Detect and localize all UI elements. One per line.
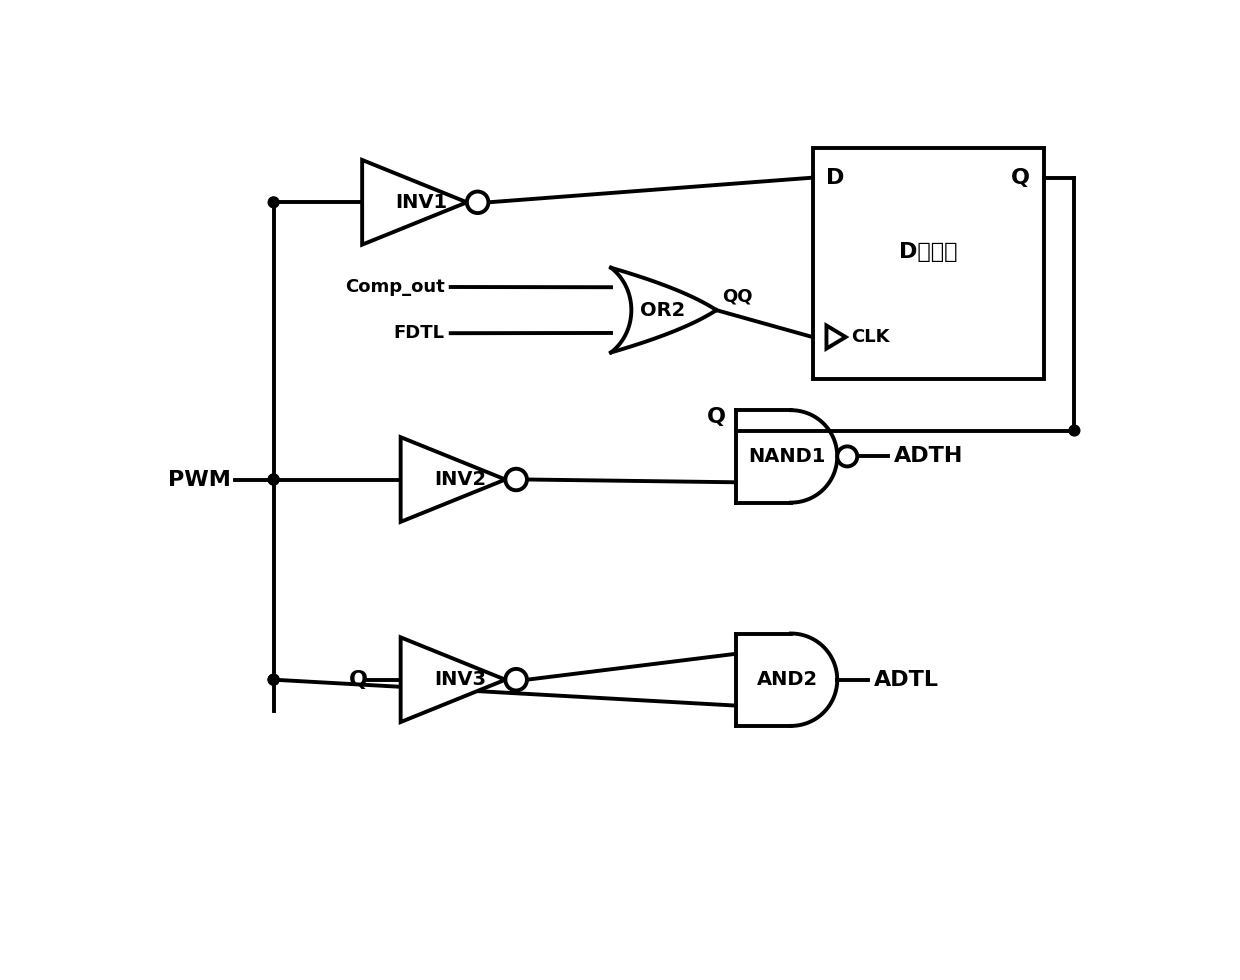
- Text: AND2: AND2: [756, 670, 818, 689]
- Polygon shape: [401, 437, 506, 522]
- Text: D: D: [826, 168, 844, 187]
- Text: ADTL: ADTL: [874, 669, 939, 690]
- Circle shape: [467, 191, 489, 213]
- Text: Comp_out: Comp_out: [345, 278, 444, 296]
- Text: PWM: PWM: [169, 469, 231, 489]
- Text: QQ: QQ: [723, 287, 753, 305]
- Text: ADTH: ADTH: [894, 447, 963, 466]
- Circle shape: [268, 674, 279, 685]
- Circle shape: [268, 674, 279, 685]
- Text: FDTL: FDTL: [393, 324, 444, 342]
- Circle shape: [506, 669, 527, 691]
- Text: OR2: OR2: [640, 301, 684, 319]
- Circle shape: [506, 468, 527, 490]
- Text: Q: Q: [707, 407, 727, 426]
- Circle shape: [268, 474, 279, 485]
- Polygon shape: [826, 325, 846, 349]
- Text: D触发器: D触发器: [899, 242, 957, 263]
- Text: INV1: INV1: [396, 193, 448, 212]
- Polygon shape: [362, 160, 467, 245]
- Text: Q: Q: [1011, 168, 1029, 187]
- Circle shape: [268, 474, 279, 485]
- Text: INV2: INV2: [434, 470, 486, 489]
- Text: NAND1: NAND1: [749, 447, 826, 465]
- Text: INV3: INV3: [434, 670, 486, 689]
- Text: CLK: CLK: [851, 328, 889, 346]
- Circle shape: [1069, 425, 1080, 436]
- Polygon shape: [401, 637, 506, 722]
- Polygon shape: [812, 148, 1044, 379]
- Circle shape: [837, 447, 857, 466]
- Text: Q: Q: [350, 669, 368, 690]
- Circle shape: [268, 197, 279, 208]
